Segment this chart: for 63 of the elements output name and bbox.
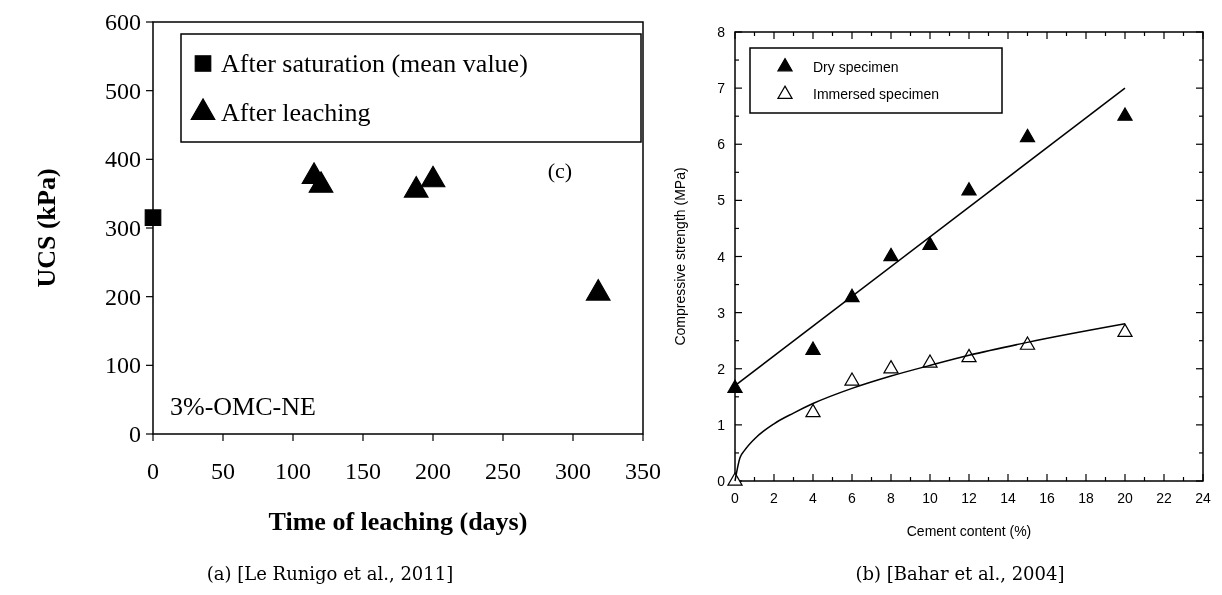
legend-label: After saturation (mean value) [221, 49, 528, 78]
y-axis-title: Compressive strength (MPa) [672, 167, 688, 346]
y-tick-label: 400 [105, 146, 141, 173]
x-tick-label: 350 [625, 458, 661, 484]
x-tick-label: 0 [147, 458, 159, 484]
x-tick-label: 300 [555, 458, 591, 484]
y-tick-label: 300 [105, 215, 141, 241]
point [805, 341, 821, 355]
y-tick-label: 7 [717, 80, 726, 97]
x-tick-label: 18 [1078, 490, 1094, 506]
x-tick-label: 2 [770, 490, 779, 506]
y-tick-label: 2 [717, 360, 726, 377]
point [1019, 128, 1036, 143]
x-tick-label: 8 [887, 490, 896, 506]
x-tick-label: 250 [485, 458, 521, 484]
x-tick-label: 6 [848, 490, 857, 506]
x-tick-label: 22 [1156, 490, 1172, 506]
point [585, 279, 611, 301]
y-tick-label: 3 [717, 304, 726, 321]
point [403, 176, 429, 198]
y-tick-label: 1 [717, 416, 726, 433]
x-tick-label: 50 [211, 458, 235, 484]
point [883, 247, 899, 262]
y-axis-title: UCS (kPa) [32, 168, 61, 288]
x-tick-label: 0 [731, 490, 740, 506]
point [308, 171, 334, 193]
x-tick-label: 200 [415, 458, 451, 484]
y-tick-label: 500 [105, 77, 141, 104]
annotation: (c) [547, 158, 573, 183]
x-tick-label: 24 [1195, 490, 1211, 506]
point [961, 182, 977, 196]
x-tick-label: 12 [961, 490, 977, 506]
point [922, 236, 938, 250]
point [727, 379, 743, 394]
point [844, 372, 860, 386]
y-tick-label: 8 [717, 24, 726, 40]
point [1117, 323, 1133, 337]
point [420, 165, 446, 188]
text: (b) [Bahar et al., 2004] [855, 563, 1065, 584]
legend-label: Dry specimen [813, 58, 899, 75]
x-tick-label: 150 [345, 458, 381, 484]
point [1117, 107, 1133, 121]
y-tick-label: 6 [717, 136, 726, 153]
y-tick-label: 0 [129, 421, 141, 447]
annotation: 3%-OMC-NE [170, 392, 316, 421]
point [805, 403, 821, 418]
y-tick-label: 5 [717, 192, 726, 209]
x-tick-label: 4 [809, 490, 818, 506]
legend-label: Immersed specimen [813, 86, 940, 103]
text: (a) [Le Runigo et al., 2011] [206, 563, 454, 584]
point [883, 360, 899, 374]
y-tick-label: 200 [105, 283, 141, 310]
y-tick-label: 600 [105, 9, 141, 35]
x-tick-label: 10 [922, 490, 938, 506]
y-tick-label: 4 [717, 248, 726, 265]
x-axis-title: Time of leaching (days) [268, 507, 528, 536]
x-tick-label: 100 [275, 458, 311, 484]
legend-label: After leaching [221, 98, 371, 127]
x-axis-title: Cement content (%) [906, 523, 1032, 539]
x-tick-label: 14 [1000, 490, 1016, 506]
x-tick-label: 16 [1039, 490, 1055, 506]
x-tick-label: 20 [1117, 490, 1133, 506]
y-tick-label: 100 [105, 352, 141, 379]
